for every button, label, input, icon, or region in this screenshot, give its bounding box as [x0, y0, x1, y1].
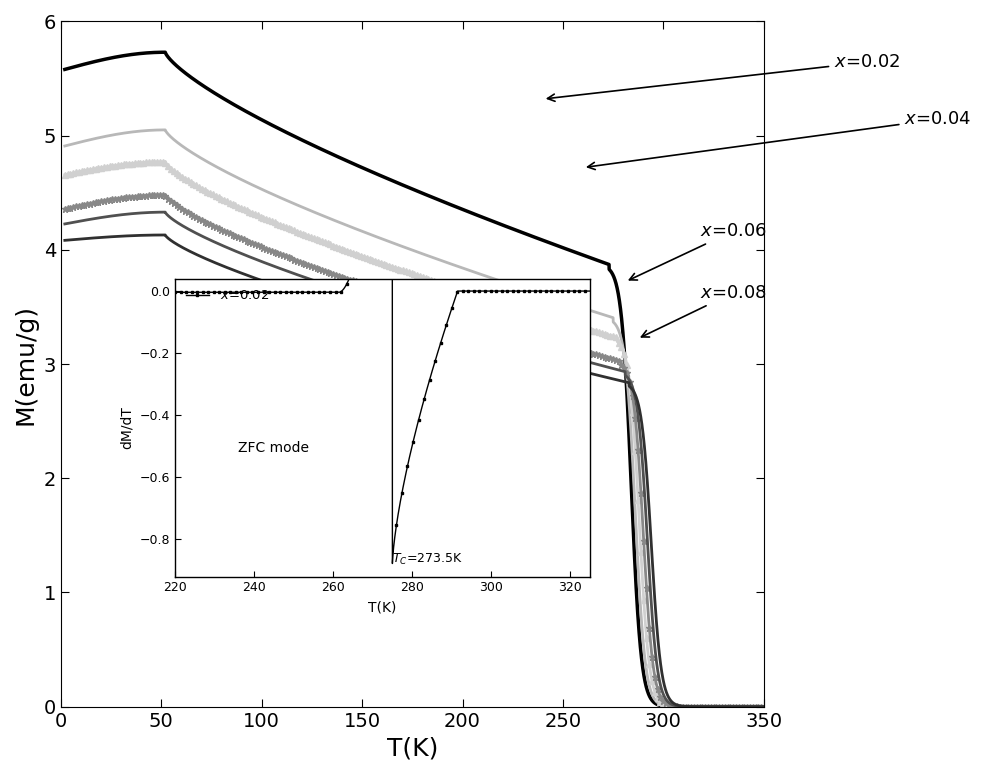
Text: $x$=0.06: $x$=0.06	[629, 222, 767, 280]
Y-axis label: M(emu/g): M(emu/g)	[14, 303, 38, 425]
Text: $x$=0.04: $x$=0.04	[588, 110, 972, 170]
Text: $T_C$=273.5K: $T_C$=273.5K	[392, 552, 463, 567]
X-axis label: T(K): T(K)	[368, 600, 397, 614]
Text: $x$=0.08: $x$=0.08	[641, 284, 767, 337]
Text: $x$=0.02: $x$=0.02	[547, 53, 901, 101]
Legend: $x$=0.02: $x$=0.02	[182, 286, 273, 307]
Y-axis label: dM/dT: dM/dT	[120, 406, 134, 449]
X-axis label: T(K): T(K)	[387, 736, 438, 760]
Text: ZFC mode: ZFC mode	[238, 441, 309, 455]
